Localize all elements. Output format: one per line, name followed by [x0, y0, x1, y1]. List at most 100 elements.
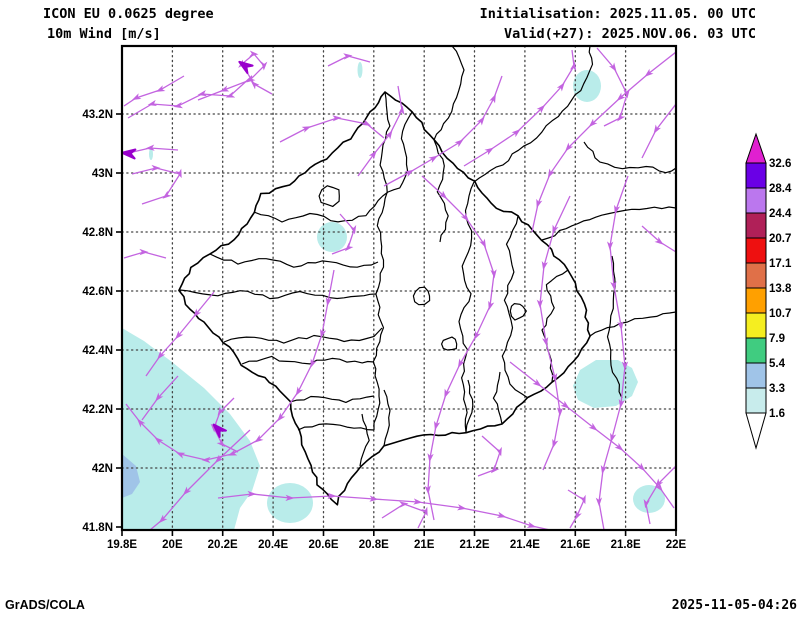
wind-shade-region	[122, 328, 260, 530]
axis-frame	[120, 44, 678, 532]
colorbar-segment	[745, 337, 767, 364]
adjacent-border	[589, 311, 676, 337]
colorbar-label: 20.7	[769, 233, 791, 245]
colorbar-label: 13.8	[769, 283, 792, 295]
colorbar-label: 1.6	[769, 408, 785, 420]
y-tick-label: 43.2N	[82, 109, 113, 121]
x-tick-label: 20.2E	[208, 539, 238, 551]
wind-streamline	[279, 115, 385, 143]
model-title: ICON EU 0.0625 degree	[43, 6, 214, 22]
colorbar-label: 10.7	[769, 308, 791, 320]
wind-shade-region	[573, 70, 601, 102]
adjacent-border	[433, 46, 465, 141]
wind-shade-region	[317, 222, 347, 252]
plot-area	[122, 46, 676, 530]
wind-streamline	[197, 50, 273, 101]
x-tick-label: 22E	[666, 539, 687, 551]
wind-streamline	[463, 49, 577, 167]
wind-streamline	[131, 164, 182, 205]
colorbar-label: 24.4	[769, 208, 792, 220]
generation-timestamp: 2025-11-05-04:26	[671, 598, 797, 613]
wind-streamline	[123, 75, 185, 107]
municipality-border	[465, 379, 474, 433]
colorbar-label: 3.3	[769, 383, 785, 395]
municipality-border	[541, 269, 569, 383]
municipality-border	[179, 289, 377, 300]
municipality-border	[359, 413, 370, 467]
wind-streamline	[531, 51, 676, 233]
municipality-border	[253, 191, 389, 223]
adjacent-border	[583, 141, 676, 174]
wind-streamline	[127, 75, 253, 119]
colorbar-over-arrow	[745, 132, 767, 164]
municipality-border	[383, 389, 391, 447]
colorbar-label: 28.4	[769, 183, 792, 195]
bold-wind-arrow	[122, 148, 137, 160]
x-tick-label: 21.2E	[459, 539, 489, 551]
municipality-border	[289, 395, 375, 403]
colorbar-label: 32.6	[769, 158, 791, 170]
wind-streamline	[327, 53, 371, 67]
x-tick-label: 20.8E	[359, 539, 389, 551]
municipality-border	[241, 355, 375, 365]
colorbar-segment	[745, 212, 767, 239]
colorbar-label: 7.9	[769, 333, 785, 345]
wind-shade-region	[122, 454, 140, 498]
y-tick-label: 42.4N	[82, 345, 113, 357]
wind-streamline	[596, 47, 630, 127]
wind-streamline	[536, 195, 571, 471]
y-tick-label: 42N	[92, 463, 113, 475]
wind-streamline	[149, 429, 251, 530]
initialisation-label: Initialisation: 2025.11.05. 00 UTC	[479, 6, 756, 22]
wind-streamline	[123, 248, 167, 259]
municipality-border	[209, 253, 379, 268]
grads-credit: GrADS/COLA	[5, 598, 85, 612]
municipality-border	[433, 139, 449, 243]
wind-streamline	[383, 75, 503, 187]
colorbar-under-arrow	[745, 412, 767, 450]
wind-streamline	[567, 489, 586, 529]
colorbar-segment	[745, 237, 767, 264]
municipality-border	[492, 371, 503, 425]
wind-streamline	[381, 501, 428, 529]
x-tick-label: 21.8E	[611, 539, 641, 551]
colorbar-segment	[745, 187, 767, 214]
wind-shade-region	[267, 483, 313, 523]
field-title: 10m Wind [m/s]	[47, 26, 161, 42]
wind-streamline	[643, 465, 676, 525]
enclave-border	[440, 336, 458, 351]
x-tick-label: 21.6E	[560, 539, 590, 551]
x-tick-label: 21E	[414, 539, 435, 551]
valid-time-label: Valid(+27): 2025.NOV.06. 03 UTC	[504, 26, 756, 42]
wind-streamline	[595, 175, 629, 530]
colorbar-segment	[745, 387, 767, 414]
colorbar-segment	[745, 362, 767, 389]
colorbar-label: 5.4	[769, 358, 786, 370]
enclave-border	[412, 286, 431, 306]
x-tick-label: 19.8E	[107, 539, 137, 551]
x-tick-label: 21.4E	[510, 539, 540, 551]
y-tick-label: 42.2N	[82, 404, 113, 416]
municipality-border	[387, 111, 413, 193]
colorbar-segment	[745, 312, 767, 339]
municipality-border	[372, 91, 391, 430]
y-tick-label: 42.6N	[82, 286, 113, 298]
colorbar-segment	[745, 287, 767, 314]
wind-streamline	[141, 375, 179, 421]
municipality-border	[501, 215, 529, 399]
wind-streamline	[421, 175, 497, 521]
wind-streamline	[477, 435, 502, 477]
y-tick-label: 42.8N	[82, 227, 113, 239]
bold-wind-arrow	[238, 60, 254, 74]
wind-shade-region	[149, 148, 153, 160]
colorbar-segment	[745, 262, 767, 289]
wind-streamline	[217, 490, 551, 530]
enclave-border	[318, 185, 340, 208]
x-tick-label: 20E	[162, 539, 183, 551]
y-tick-label: 41.8N	[82, 522, 113, 534]
municipality-border	[297, 423, 375, 431]
wind-streamline	[641, 225, 676, 253]
wind-streamline	[145, 291, 215, 377]
